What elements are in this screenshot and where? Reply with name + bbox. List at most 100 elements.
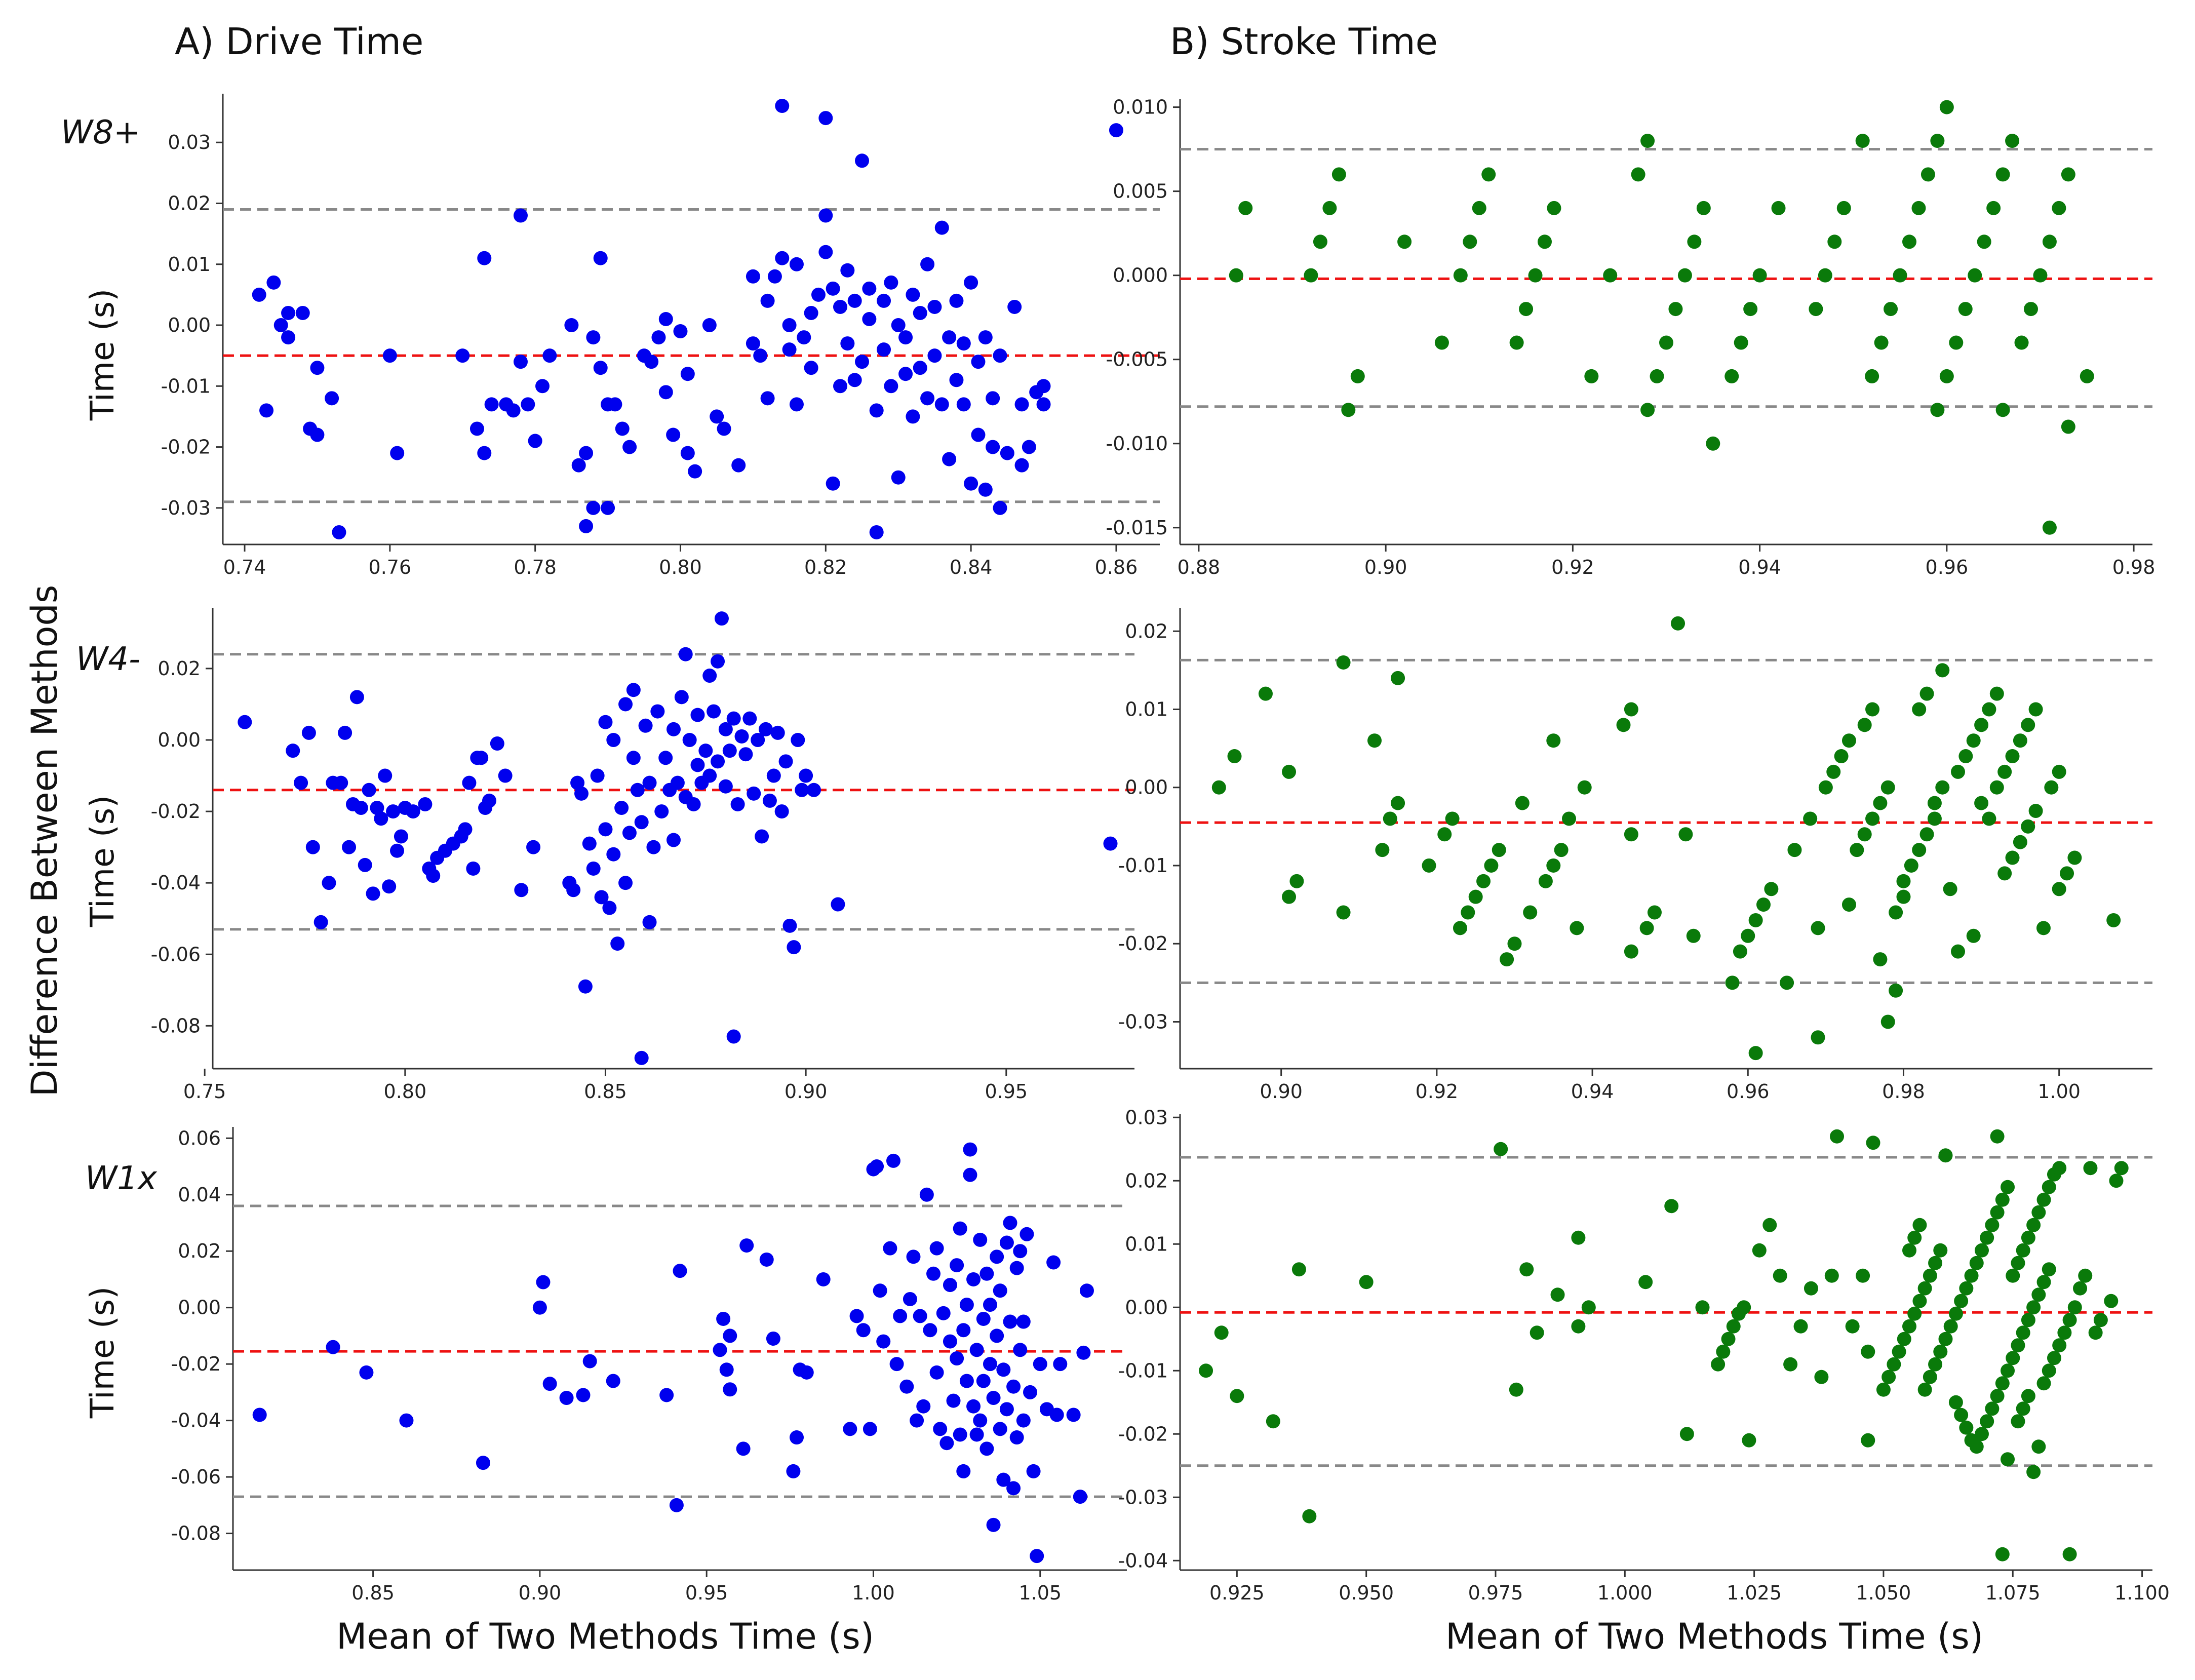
data-point bbox=[855, 153, 870, 168]
data-point bbox=[669, 1498, 684, 1512]
y-tick-label: 0.00 bbox=[158, 729, 201, 751]
data-point bbox=[826, 281, 840, 296]
data-point bbox=[498, 768, 513, 783]
data-point bbox=[484, 397, 499, 412]
data-point bbox=[1322, 201, 1337, 215]
data-point bbox=[1902, 1319, 1916, 1334]
data-point bbox=[382, 879, 397, 894]
data-point bbox=[1787, 843, 1802, 857]
data-point bbox=[593, 361, 608, 375]
data-point bbox=[913, 1309, 927, 1323]
data-point bbox=[1814, 1370, 1829, 1384]
data-point bbox=[2005, 850, 2020, 865]
data-point bbox=[1949, 335, 1964, 350]
data-point bbox=[950, 1351, 964, 1366]
data-point bbox=[634, 815, 649, 830]
data-point bbox=[334, 775, 348, 790]
data-point bbox=[847, 373, 862, 387]
data-point bbox=[1897, 1332, 1911, 1346]
data-point bbox=[1000, 446, 1014, 460]
data-point bbox=[1893, 268, 1907, 283]
data-point bbox=[993, 500, 1007, 515]
data-point bbox=[566, 883, 581, 897]
data-point bbox=[1887, 1357, 1901, 1372]
x-tick-label: 0.90 bbox=[1260, 1080, 1303, 1103]
x-tick-label: 0.80 bbox=[659, 556, 702, 578]
data-point bbox=[889, 1357, 904, 1372]
y-tick-label: 0.03 bbox=[168, 131, 211, 153]
data-point bbox=[1959, 1281, 1974, 1296]
data-point bbox=[542, 348, 557, 363]
data-point bbox=[688, 464, 702, 479]
data-point bbox=[2067, 850, 2082, 865]
data-point bbox=[818, 208, 833, 223]
data-point bbox=[1214, 1325, 1229, 1340]
data-point bbox=[702, 768, 717, 783]
data-point bbox=[1752, 1243, 1767, 1258]
data-point bbox=[477, 446, 492, 460]
data-point bbox=[2013, 835, 2027, 849]
data-point bbox=[942, 452, 957, 466]
data-point bbox=[313, 915, 328, 929]
data-point bbox=[273, 318, 288, 333]
data-point bbox=[390, 446, 405, 460]
data-point bbox=[1020, 1227, 1034, 1241]
data-point bbox=[787, 940, 801, 955]
data-point bbox=[386, 804, 401, 819]
data-point bbox=[943, 1334, 957, 1349]
data-point bbox=[831, 897, 845, 912]
data-point bbox=[1826, 764, 1841, 779]
data-point bbox=[1985, 1218, 2000, 1232]
data-point bbox=[1920, 167, 1935, 182]
y-tick-label: 0.02 bbox=[168, 192, 211, 214]
data-point bbox=[1230, 1389, 1244, 1403]
data-point bbox=[873, 1283, 887, 1298]
data-point bbox=[674, 690, 689, 705]
y-tick-label: 0.00 bbox=[178, 1297, 221, 1319]
data-point bbox=[986, 440, 1000, 454]
data-point bbox=[579, 519, 594, 533]
data-point bbox=[978, 482, 993, 497]
data-point bbox=[586, 500, 601, 515]
data-point bbox=[1341, 403, 1356, 417]
data-point bbox=[929, 1241, 944, 1256]
data-point bbox=[1445, 811, 1460, 826]
x-tick-label: 1.025 bbox=[1727, 1582, 1782, 1604]
data-point bbox=[1856, 1268, 1870, 1283]
data-point bbox=[2047, 1351, 2061, 1365]
data-point bbox=[983, 1298, 997, 1312]
y-tick-label: 0.01 bbox=[1125, 698, 1168, 721]
data-point bbox=[2080, 369, 2094, 383]
data-point bbox=[964, 476, 978, 491]
data-point bbox=[1923, 1370, 1937, 1384]
data-point bbox=[1659, 335, 1673, 350]
data-point bbox=[1734, 335, 1748, 350]
y-tick-label: -0.02 bbox=[1118, 1423, 1168, 1445]
data-point bbox=[1930, 403, 1945, 417]
data-point bbox=[782, 342, 797, 357]
data-point bbox=[1367, 733, 1382, 748]
data-point bbox=[610, 936, 625, 951]
data-point bbox=[1834, 749, 1849, 764]
x-tick-label: 0.96 bbox=[1926, 556, 1969, 578]
column-title-drive-time: A) Drive Time bbox=[175, 20, 424, 63]
data-point bbox=[1422, 858, 1436, 873]
y-tick-label: 0.04 bbox=[178, 1184, 221, 1206]
data-point bbox=[2006, 1268, 2020, 1283]
data-point bbox=[667, 722, 681, 736]
data-point bbox=[474, 751, 489, 765]
data-point bbox=[1997, 764, 2012, 779]
data-point bbox=[1584, 369, 1599, 383]
data-point bbox=[2001, 1452, 2015, 1467]
panel-a-w1x: 0.85 0.90 0.95 1.00 1.05 -0.08 -0.06 -0.04 -0.02… bbox=[171, 1127, 1127, 1604]
data-point bbox=[976, 1374, 991, 1388]
data-point bbox=[1954, 1294, 1969, 1308]
data-point bbox=[979, 1441, 994, 1456]
data-point bbox=[2028, 702, 2043, 717]
data-point bbox=[1824, 1268, 1839, 1283]
data-point bbox=[466, 861, 481, 876]
data-point bbox=[1990, 1129, 2005, 1144]
data-point bbox=[973, 1232, 988, 1247]
data-point bbox=[1985, 1401, 2000, 1416]
